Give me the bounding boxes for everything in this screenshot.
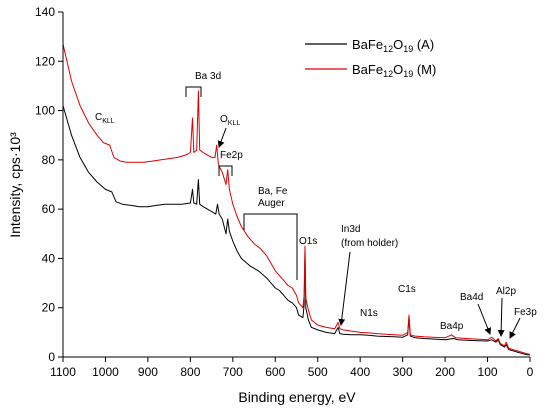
annotation-in3d-line1: In3d bbox=[341, 224, 360, 235]
annotation-o1s: O1s bbox=[299, 236, 317, 247]
y-tick-label: 20 bbox=[42, 301, 56, 315]
series-line-m bbox=[62, 43, 531, 355]
y-tick-label: 140 bbox=[35, 5, 55, 19]
auger-bracket bbox=[243, 213, 298, 280]
y-tick-label: 60 bbox=[42, 202, 56, 216]
x-tick-label: 0 bbox=[527, 365, 534, 379]
annotation-ba3d: Ba 3d bbox=[195, 71, 221, 82]
annotation-c1s: C1s bbox=[398, 284, 416, 295]
al2p-arrow bbox=[497, 297, 505, 337]
x-tick-label: 700 bbox=[223, 365, 243, 379]
annotation-auger-line1: Ba, Fe bbox=[258, 186, 288, 197]
legend-label-m: BaFe12O19 (M) bbox=[352, 62, 436, 79]
x-tick-label: 100 bbox=[478, 365, 498, 379]
x-tick-label: 200 bbox=[435, 365, 455, 379]
legend-label-a: BaFe12O19 (A) bbox=[352, 37, 434, 54]
y-tick-label: 80 bbox=[42, 153, 56, 167]
in3d-arrow bbox=[338, 251, 351, 326]
y-tick-label: 120 bbox=[35, 54, 55, 68]
x-tick-label: 1000 bbox=[92, 365, 119, 379]
y-tick-label: 40 bbox=[42, 251, 56, 265]
annotation-al2p: Al2p bbox=[496, 286, 516, 297]
x-tick-label: 300 bbox=[393, 365, 413, 379]
annotation-ba4p: Ba4p bbox=[440, 321, 464, 332]
annotations: Ba 3d CKLL OKLL Fe2p Ba, Fe Auger O1s In… bbox=[95, 71, 537, 339]
ba4d-arrow bbox=[477, 303, 492, 335]
x-tick-label: 800 bbox=[180, 365, 200, 379]
annotation-auger-line2: Auger bbox=[258, 198, 285, 209]
x-axis-title: Binding energy, eV bbox=[238, 389, 356, 405]
y-tick-label: 100 bbox=[35, 104, 55, 118]
ba3d-bracket bbox=[185, 86, 202, 97]
annotation-in3d-line2: (from holder) bbox=[341, 238, 398, 249]
annotation-ckll: CKLL bbox=[95, 112, 115, 125]
x-tick-label: 600 bbox=[265, 365, 285, 379]
axes bbox=[62, 12, 530, 358]
annotation-fe2p: Fe2p bbox=[220, 150, 243, 161]
legend: BaFe12O19 (A) BaFe12O19 (M) bbox=[305, 37, 436, 79]
annotation-fe3p: Fe3p bbox=[514, 307, 537, 318]
series-layer bbox=[62, 43, 531, 356]
y-tick-label: 0 bbox=[48, 350, 55, 364]
x-tick-label: 1100 bbox=[50, 365, 76, 379]
y-axis-title: Intensity, cps·10³ bbox=[7, 132, 23, 238]
ticks-layer: 1100 1000 900 800 700 600 500 400 300 200 100 00204… bbox=[35, 5, 534, 379]
okll-arrow bbox=[217, 127, 227, 148]
series-line-a bbox=[62, 105, 531, 356]
fe3p-arrow bbox=[509, 317, 521, 339]
annotation-okll: OKLL bbox=[220, 114, 240, 127]
fe2p-bracket bbox=[218, 165, 233, 176]
annotation-n1s: N1s bbox=[360, 308, 378, 319]
annotation-ba4d: Ba4d bbox=[460, 292, 483, 303]
x-tick-label: 900 bbox=[138, 365, 158, 379]
x-tick-label: 500 bbox=[308, 365, 328, 379]
x-tick-label: 400 bbox=[350, 365, 370, 379]
